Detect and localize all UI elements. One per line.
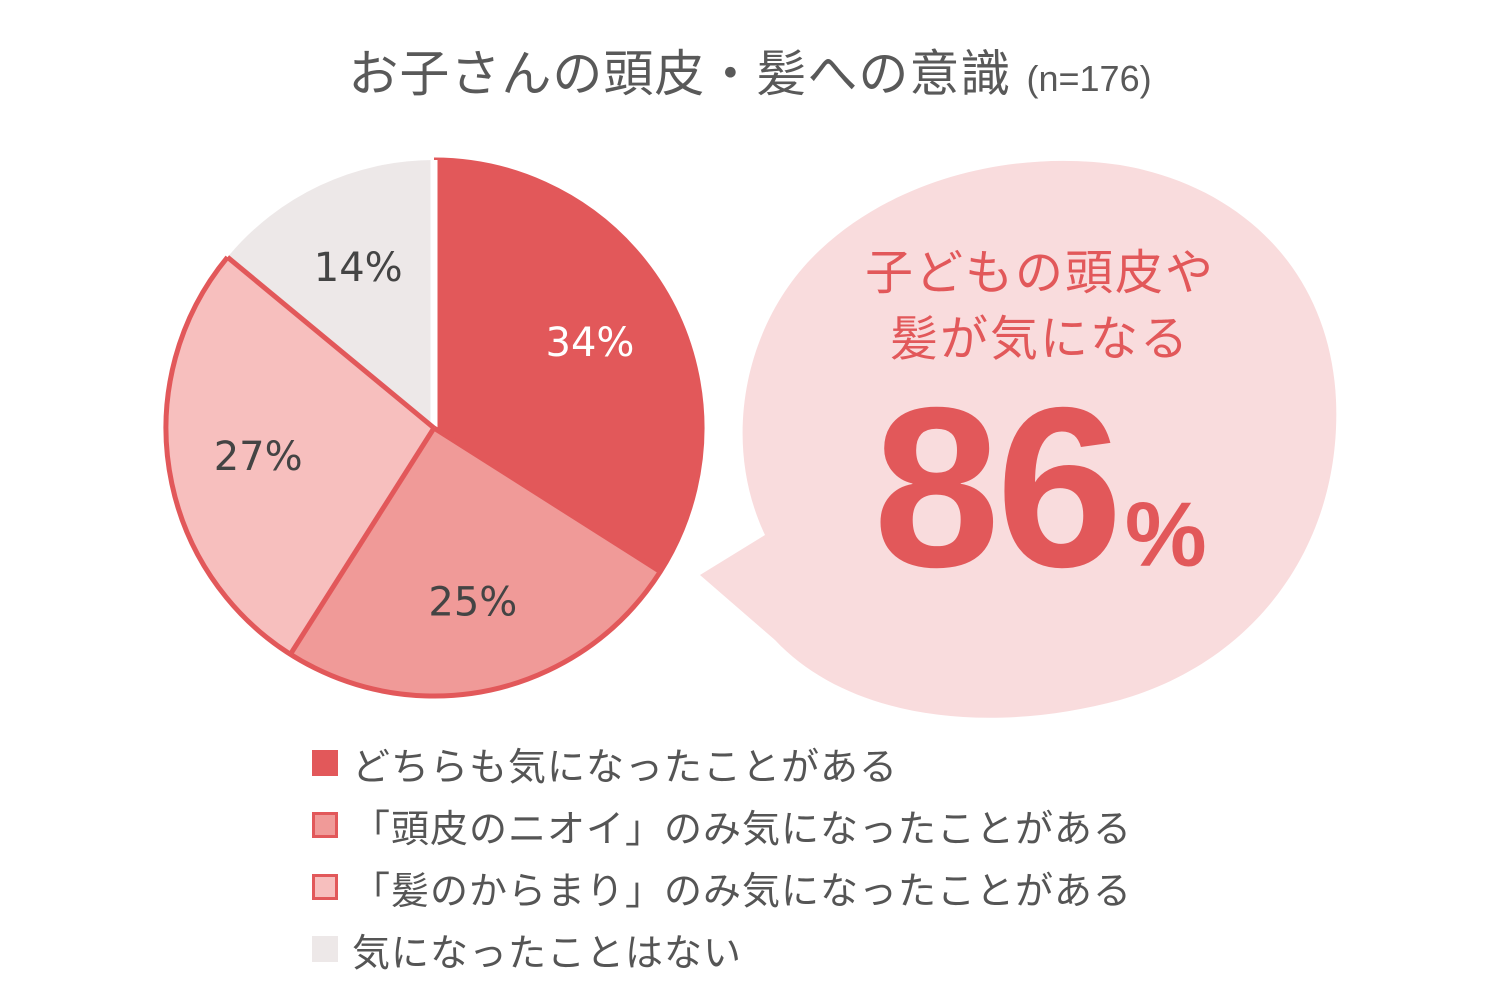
callout-value: 86 <box>873 361 1123 615</box>
legend-label: 「頭皮のニオイ」のみ気になったことがある <box>352 806 1133 851</box>
legend-swatch <box>312 750 338 776</box>
pie-divider-3 <box>288 426 437 656</box>
pie-chart: 34% 25% 27% 14% <box>163 157 705 699</box>
legend-swatch <box>312 874 338 900</box>
pie-slice-2 <box>290 428 661 696</box>
legend-swatch <box>312 936 338 962</box>
pie-divider-4 <box>225 255 436 430</box>
legend-label: どちらも気になったことがある <box>352 744 899 789</box>
speech-bubble <box>700 160 1337 718</box>
pie-label-3: 27% <box>214 434 303 480</box>
legend-label: 気になったことはない <box>352 930 743 975</box>
legend-swatch <box>312 812 338 838</box>
pie-slice-4 <box>227 160 434 428</box>
legend-item: どちらも気になったことがある <box>312 732 1132 794</box>
legend-item: 「頭皮のニオイ」のみ気になったことがある <box>312 794 1132 856</box>
pie-label-2: 25% <box>428 580 517 626</box>
legend-item: 「髪のからまり」のみ気になったことがある <box>312 856 1132 918</box>
pie-outline-arc <box>163 157 705 699</box>
callout-figure: 86% <box>790 374 1290 602</box>
callout: 子どもの頭皮や 髪が気になる 86% <box>790 240 1290 602</box>
chart-title-row: お子さんの頭皮・髪への意識 (n=176) <box>0 34 1500 106</box>
legend-item: 気になったことはない <box>312 918 1132 980</box>
legend: どちらも気になったことがある「頭皮のニオイ」のみ気になったことがある 「髪のからま… <box>312 732 1132 980</box>
pie-label-1: 34% <box>546 320 635 366</box>
pie-label-4: 14% <box>314 245 403 291</box>
callout-unit: % <box>1124 484 1207 586</box>
chart-title: お子さんの頭皮・髪への意識 <box>348 45 1012 103</box>
sample-size: (n=176) <box>1026 58 1152 99</box>
legend-label: 「髪のからまり」のみ気になったことがある <box>352 868 1133 913</box>
pie-divider-2 <box>432 425 662 574</box>
pie-slice-3 <box>165 257 434 655</box>
callout-line-1: 子どもの頭皮や <box>864 245 1215 301</box>
callout-line-2: 髪が気になる <box>889 311 1190 367</box>
